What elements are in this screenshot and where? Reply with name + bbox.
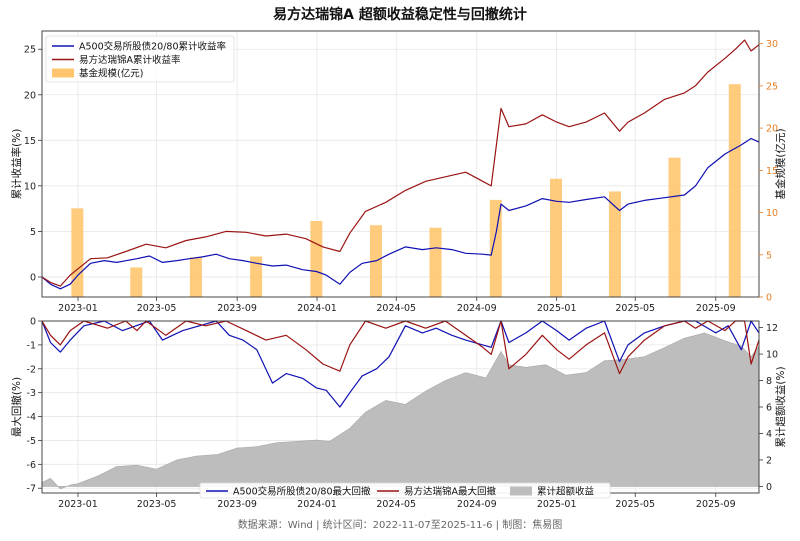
y-right-tick-label: 30 bbox=[766, 39, 778, 50]
y-right-tick-label: 10 bbox=[766, 208, 778, 219]
y-right-tick-label: 4 bbox=[766, 429, 772, 440]
y-axis-label: 累计收益率(%) bbox=[10, 129, 23, 200]
y-tick-label: -4 bbox=[27, 412, 36, 423]
y-tick-label: -1 bbox=[27, 340, 36, 351]
drawdown-line bbox=[41, 320, 760, 408]
y-right-tick-label: 8 bbox=[766, 376, 772, 387]
fund-size-bar bbox=[489, 199, 502, 297]
x-tick-label: 2025-01 bbox=[537, 303, 577, 314]
x-tick-label: 2024-05 bbox=[376, 499, 416, 510]
fund-size-bar bbox=[310, 221, 323, 297]
x-tick-label: 2024-01 bbox=[297, 303, 337, 314]
drawdown-line bbox=[41, 320, 760, 375]
fund-size-bar bbox=[608, 191, 621, 297]
y-tick-label: 10 bbox=[24, 181, 36, 192]
fund-size-bar bbox=[189, 257, 202, 297]
cumulative-return-line bbox=[41, 39, 760, 287]
y-right-tick-label: 0 bbox=[766, 293, 772, 304]
x-tick-label: 2025-05 bbox=[615, 499, 655, 510]
x-tick-label: 2025-09 bbox=[696, 303, 736, 314]
x-tick-label: 2024-01 bbox=[297, 499, 337, 510]
legend-label: 易方达瑞锦A最大回撤 bbox=[404, 486, 496, 498]
fund-size-bar bbox=[728, 84, 741, 297]
legend-label: 累计超额收益 bbox=[537, 486, 595, 498]
fund-size-bar bbox=[668, 157, 681, 297]
fund-size-bar bbox=[429, 227, 442, 297]
y-tick-label: 20 bbox=[24, 90, 36, 101]
x-tick-label: 2025-01 bbox=[537, 499, 577, 510]
x-tick-label: 2023-01 bbox=[58, 303, 98, 314]
bottom-panel: 0 -1 -2 -3 -4 -5 -6 -7 2023-01 2023-05 2023-09 2024… bbox=[10, 317, 787, 511]
x-tick-label: 2023-05 bbox=[137, 303, 177, 314]
fund-size-bar bbox=[250, 256, 263, 297]
x-tick-label: 2024-09 bbox=[457, 303, 497, 314]
legend-label: A500交易所股债20/80累计收益率 bbox=[79, 41, 227, 53]
y-tick-label: -3 bbox=[27, 388, 36, 399]
legend-box bbox=[199, 482, 611, 499]
bottom-legend: A500交易所股债20/80最大回撤 易方达瑞锦A最大回撤 累计超额收益 bbox=[199, 482, 611, 499]
y-tick-label: 0 bbox=[30, 317, 36, 328]
legend-label: 基金规模(亿元) bbox=[79, 68, 143, 80]
y-tick-label: 15 bbox=[24, 136, 36, 147]
fund-size-bar bbox=[71, 208, 84, 297]
chart-title: 易方达瑞锦A 超额收益稳定性与回撤统计 bbox=[273, 6, 527, 23]
y-right-tick-label: 5 bbox=[766, 250, 772, 261]
x-tick-label: 2024-05 bbox=[376, 303, 416, 314]
legend-label: A500交易所股债20/80最大回撤 bbox=[233, 486, 371, 498]
y-tick-label: 5 bbox=[30, 227, 36, 238]
y-tick-label: -6 bbox=[27, 460, 36, 471]
cumulative-return-line bbox=[41, 137, 760, 290]
chart-footer: 数据来源：Wind | 统计区间：2022-11-07至2025-11-6 | … bbox=[238, 518, 562, 531]
y-right-tick-label: 6 bbox=[766, 403, 772, 414]
y-tick-label: -5 bbox=[27, 436, 36, 447]
y-right-tick-label: 20 bbox=[766, 124, 778, 135]
y-right-tick-label: 0 bbox=[766, 482, 772, 493]
y-right-axis-label: 累计超额收益(%) bbox=[774, 366, 787, 447]
x-tick-label: 2025-05 bbox=[615, 303, 655, 314]
fund-size-bar bbox=[130, 267, 143, 297]
legend-label: 易方达瑞锦A累计收益率 bbox=[79, 54, 181, 66]
excess-return-area bbox=[41, 332, 760, 490]
y-right-tick-label: 25 bbox=[766, 81, 778, 92]
x-tick-label: 2023-09 bbox=[217, 303, 257, 314]
y-right-axis-label: 基金规模(亿元) bbox=[774, 128, 787, 199]
legend-box bbox=[45, 35, 235, 83]
y-tick-label: 0 bbox=[30, 272, 36, 283]
y-tick-label: 25 bbox=[24, 45, 36, 56]
x-tick-label: 2023-09 bbox=[217, 499, 257, 510]
y-tick-label: -7 bbox=[27, 484, 36, 495]
x-tick-label: 2023-05 bbox=[137, 499, 177, 510]
x-tick-label: 2023-01 bbox=[58, 499, 98, 510]
legend-swatch bbox=[510, 486, 532, 496]
y-axis-label: 最大回撤(%) bbox=[10, 377, 23, 437]
plot-frame bbox=[41, 30, 760, 298]
y-right-tick-label: 15 bbox=[766, 166, 778, 177]
y-tick-label: -2 bbox=[27, 364, 36, 375]
x-tick-label: 2025-09 bbox=[696, 499, 736, 510]
x-tick-label: 2024-09 bbox=[457, 499, 497, 510]
fund-size-bar bbox=[550, 178, 563, 297]
top-panel: 0 5 10 15 20 25 2023-01 2023-05 2023-09 2024-01 20… bbox=[10, 30, 787, 314]
y-right-tick-label: 2 bbox=[766, 455, 772, 466]
y-right-tick-label: 12 bbox=[766, 323, 778, 334]
y-right-tick-label: 10 bbox=[766, 350, 778, 361]
legend-swatch bbox=[52, 68, 74, 78]
